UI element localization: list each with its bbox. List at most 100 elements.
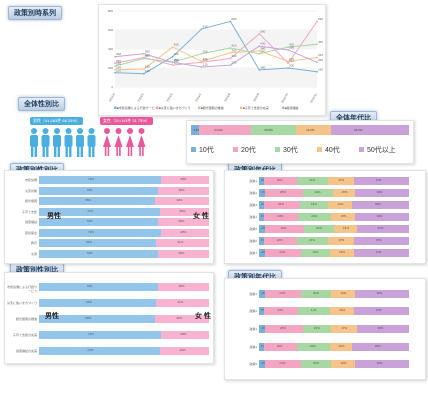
male-body-icon: [30, 135, 38, 147]
data-point: [114, 69, 116, 71]
bar-segment-label: 25%: [280, 190, 287, 194]
bar-row: 68% 32%: [39, 197, 209, 206]
female-leg-icon: [139, 147, 141, 156]
bar-row: 3% 24% 19% 16% 38%: [259, 201, 409, 209]
data-point: [114, 55, 116, 58]
data-label: 410: [231, 44, 236, 48]
row-label: 政策4: [249, 215, 257, 219]
male-body-icon: [53, 135, 61, 147]
bar-segment-label: 28%: [180, 229, 187, 234]
bar-segment-label: 24%: [279, 290, 286, 295]
bar-segment-label: 32%: [176, 198, 183, 203]
bar-segment: 22%: [298, 213, 331, 221]
female-count-label: 女性（20,043件 31.75%）: [100, 117, 153, 125]
data-point: [142, 57, 145, 60]
series-line: [114, 43, 318, 67]
legend-entry: 50代以上: [367, 147, 396, 154]
data-point: [200, 66, 203, 68]
data-label: 380: [260, 46, 265, 50]
data-label: 610: [203, 25, 208, 29]
bar-segment: 30%: [158, 218, 209, 227]
bar-row: 3% 23% 22% 16% 36%: [259, 213, 409, 221]
bar-segment: 72%: [39, 331, 162, 339]
age-segment: 24.0%: [198, 125, 251, 135]
bar-row: 68% 32%: [39, 315, 209, 323]
x-tick-label: 2016/10: [280, 92, 289, 104]
bar-segment-label: 25%: [280, 326, 287, 330]
bar-segment-label: 26%: [280, 226, 287, 230]
bar-segment: 25%: [265, 325, 303, 333]
y-tick-label: 200: [108, 66, 113, 70]
bar-segment: 4%: [259, 225, 266, 233]
bar-segment-label: 4%: [261, 226, 266, 230]
row-label: 政策4: [249, 344, 257, 349]
bar-segment-label: 37%: [375, 250, 382, 254]
row-label: 政策3: [249, 327, 257, 331]
data-label: 180: [260, 65, 265, 69]
y-tick-label: 0: [111, 85, 113, 89]
bar-segment: 16%: [328, 201, 352, 209]
bar-segment-label: 70%: [86, 284, 93, 288]
bar-row: 71% 29%: [39, 347, 209, 355]
female-person-icon: [138, 128, 145, 134]
male-person-icon: [88, 128, 95, 134]
data-label: 220: [116, 62, 121, 66]
data-point: [287, 67, 290, 69]
bar-segment-label: 72%: [87, 332, 94, 336]
male-leg-icon: [80, 146, 83, 157]
bar-segment: 21%: [296, 177, 328, 185]
data-label: 260: [318, 58, 323, 62]
row-label: 健康福祉の充実: [15, 349, 37, 353]
bar-segment: 72%: [39, 228, 162, 237]
bar-segment-label: 29%: [179, 348, 186, 352]
bar-segment: 19%: [301, 249, 330, 257]
bar-segment-label: 72%: [87, 177, 94, 182]
bar-segment: 22%: [263, 342, 297, 351]
bar-segment: 24%: [265, 289, 301, 298]
bar-segment-label: 24%: [277, 202, 284, 206]
bar-segment: 16%: [331, 360, 355, 369]
bar-segment-label: 22%: [276, 238, 283, 242]
age-segment: 3.5%: [191, 125, 201, 135]
bar-row: 70% 30%: [39, 218, 209, 227]
bar-segment-label: 69%: [85, 240, 92, 245]
data-label: 690: [318, 17, 323, 21]
bar-segment-label: 70%: [86, 250, 93, 255]
legend-entry: 40代: [325, 147, 340, 154]
age-segment-label: 3.5%: [193, 128, 201, 132]
bar-segment-label: 38%: [374, 343, 381, 348]
bar-segment: 15%: [329, 342, 352, 351]
bar-segment: 23%: [263, 213, 298, 221]
age-segment: 16.0%: [295, 125, 331, 135]
legend-entry: ■子育て支援の充実: [243, 105, 269, 110]
data-label: 300: [145, 54, 150, 58]
bar-segment: 16%: [331, 213, 355, 221]
legend-entry: 30代: [283, 147, 298, 154]
age-segment: 20.5%: [250, 125, 296, 135]
bar-segment-label: 16%: [340, 290, 347, 295]
data-point: [287, 62, 290, 65]
data-label: 420: [174, 43, 179, 47]
row-label: 政策7: [249, 251, 257, 255]
bar-row: 71% 29%: [39, 207, 209, 216]
data-label: 430: [260, 42, 265, 46]
line-section-title: 政策別時系列: [8, 6, 62, 20]
data-point: [200, 28, 203, 30]
data-label: 350: [260, 49, 265, 53]
row-label: 子育て支援の充実: [12, 333, 37, 337]
data-point: [200, 60, 203, 63]
male-leg-icon: [92, 146, 95, 157]
bar-segment-label: 29%: [179, 208, 186, 213]
bar-row: 72% 28%: [39, 176, 209, 185]
bar-segment-label: 36%: [376, 290, 383, 295]
bar-segment: 70%: [39, 186, 158, 195]
legend-swatch: [198, 106, 201, 109]
bar-segment: 38%: [352, 342, 409, 351]
bar-segment-label: 37%: [375, 308, 382, 313]
bar-segment: 28%: [161, 176, 209, 185]
male-body-icon: [76, 135, 84, 147]
bar-segment-label: 68%: [85, 316, 92, 320]
bar-segment: 15%: [334, 225, 357, 233]
policy-age-panel-2: 4% 24% 20% 16% 36% 政策1 3% 23% 21% 16% 37% 政策2 4% 25% 1…: [224, 278, 426, 380]
bar-segment-label: 37%: [375, 238, 382, 242]
